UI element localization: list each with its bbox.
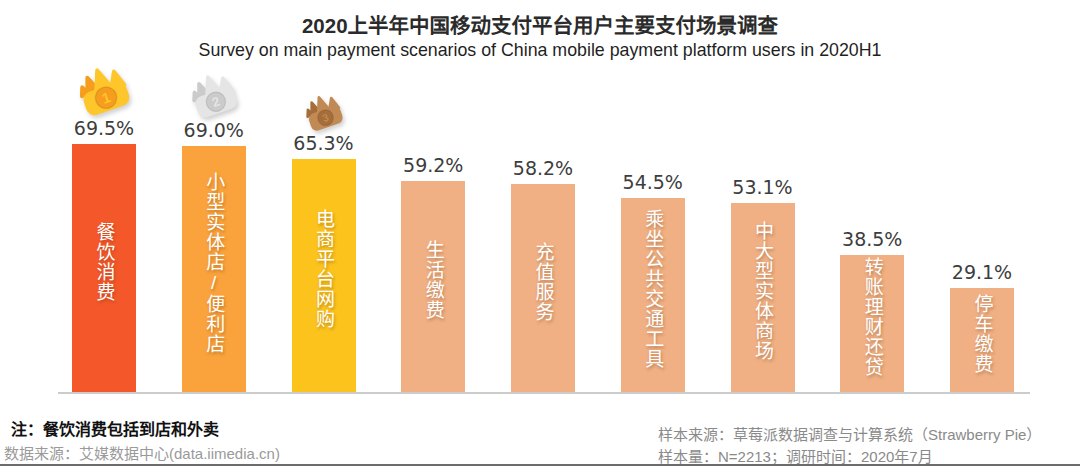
bottom-divider <box>0 464 1080 466</box>
bar-category-label: 乘坐公共交通工具 <box>639 209 666 369</box>
rank-1-crown-icon: 1 <box>74 59 134 117</box>
bar-value-label: 38.5% <box>827 228 917 250</box>
footnote: 注：餐饮消费包括到店和外卖 <box>4 421 280 439</box>
bar-7: 中大型实体商场 <box>731 203 795 392</box>
bar-2: 小型实体店/便利店 <box>182 146 246 392</box>
bar-category-label: 生活缴费 <box>420 240 447 320</box>
bar-category-label: 中大型实体商场 <box>749 221 776 361</box>
bar-5: 充值服务 <box>511 184 575 392</box>
bar-value-label: 59.2% <box>388 154 478 176</box>
bar-1: 餐饮消费 <box>72 144 136 392</box>
bar-category-label: 电商平台网购 <box>310 209 337 329</box>
bar-value-label: 65.3% <box>279 132 369 154</box>
bar-plot: 餐饮消费 69.5%1 小型实体店/便利店 69.0%2 电商平台网购 65.3%3 生活缴… <box>0 0 1080 470</box>
bar-8: 转账理财还贷 <box>840 255 904 392</box>
bar-3: 电商平台网购 <box>292 159 356 392</box>
bar-value-label: 58.2% <box>498 157 588 179</box>
rank-3-crown-icon: 3 <box>302 89 346 132</box>
x-axis-line <box>58 392 1030 394</box>
bar-4: 生活缴费 <box>401 181 465 392</box>
bar-category-label: 充值服务 <box>530 242 557 322</box>
bar-value-label: 53.1% <box>718 176 808 198</box>
bar-category-label: 停车缴费 <box>969 294 996 374</box>
bar-category-label: 小型实体店/便利店 <box>200 172 227 354</box>
bar-value-label: 69.5% <box>59 117 149 139</box>
data-source: 数据来源：艾媒数据中心(data.iimedia.cn) <box>4 445 280 462</box>
sample-source: 样本来源：草莓派数据调查与计算系统（Strawberry Pie） <box>658 424 1041 446</box>
bar-value-label: 29.1% <box>937 261 1027 283</box>
bar-category-label: 餐饮消费 <box>91 222 118 302</box>
bar-value-label: 69.0% <box>169 119 259 141</box>
sample-info-block: 样本来源：草莓派数据调查与计算系统（Strawberry Pie） 样本量：N=… <box>658 424 1041 468</box>
bar-9: 停车缴费 <box>950 288 1014 392</box>
rank-2-crown-icon: 2 <box>187 67 241 119</box>
bar-category-label: 转账理财还贷 <box>859 257 886 377</box>
bar-value-label: 54.5% <box>608 171 698 193</box>
bar-6: 乘坐公共交通工具 <box>621 198 685 392</box>
